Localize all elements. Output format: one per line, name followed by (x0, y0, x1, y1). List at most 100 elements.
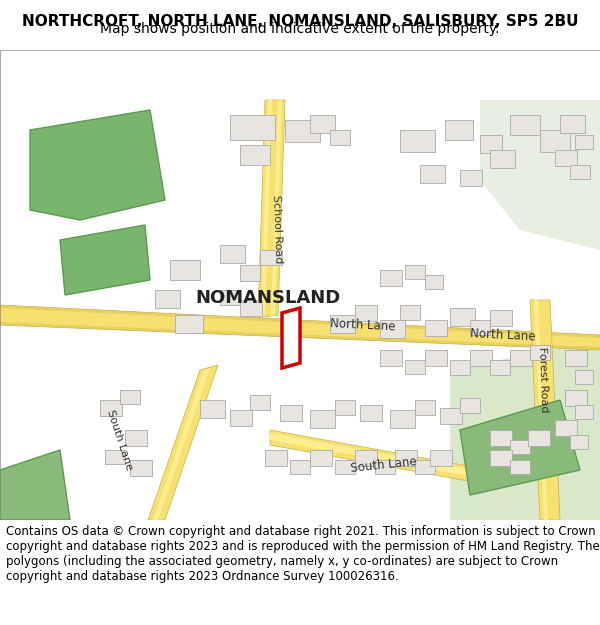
Bar (250, 395, 270, 410)
Bar (470, 350, 492, 366)
Bar (450, 360, 470, 375)
Text: NOMANSLAND: NOMANSLAND (195, 289, 340, 307)
Bar (130, 460, 152, 476)
Text: Forest Road: Forest Road (537, 347, 549, 413)
Polygon shape (270, 430, 490, 485)
Bar (490, 150, 515, 168)
Polygon shape (270, 433, 490, 480)
Bar (570, 435, 588, 449)
Polygon shape (261, 100, 272, 318)
Bar (380, 350, 402, 366)
Bar (460, 398, 480, 413)
Polygon shape (460, 400, 580, 495)
Bar (285, 120, 320, 142)
Text: South Lane: South Lane (350, 455, 418, 475)
Bar (440, 408, 462, 424)
Bar (490, 310, 512, 326)
Text: Map shows position and indicative extent of the property.: Map shows position and indicative extent… (100, 22, 500, 36)
Bar (430, 450, 452, 466)
Bar (310, 450, 332, 466)
Bar (290, 460, 310, 474)
Bar (380, 320, 405, 338)
Bar (420, 165, 445, 183)
Bar (400, 130, 435, 152)
Bar (405, 265, 425, 279)
Bar (510, 460, 530, 474)
Polygon shape (271, 100, 282, 318)
Bar (528, 430, 550, 446)
Bar (540, 130, 570, 152)
Bar (120, 390, 140, 404)
Bar (240, 145, 270, 165)
Bar (415, 400, 435, 415)
Bar (400, 305, 420, 320)
Bar (425, 275, 443, 289)
Bar (380, 270, 402, 286)
Bar (490, 450, 512, 466)
Bar (510, 350, 532, 366)
Bar (310, 410, 335, 428)
Text: North Lane: North Lane (470, 327, 536, 343)
Bar (555, 150, 577, 166)
Bar (220, 290, 240, 305)
Bar (530, 345, 550, 360)
Bar (220, 245, 245, 263)
Text: North Lane: North Lane (330, 317, 396, 333)
Polygon shape (282, 308, 300, 368)
Bar (335, 400, 355, 415)
Bar (510, 440, 530, 454)
Bar (200, 400, 225, 418)
Bar (280, 405, 302, 421)
Polygon shape (530, 300, 560, 520)
Bar (230, 115, 275, 140)
Bar (240, 300, 262, 316)
Bar (560, 115, 585, 133)
Bar (425, 320, 447, 336)
Polygon shape (534, 300, 548, 520)
Polygon shape (0, 308, 600, 347)
Bar (470, 320, 490, 335)
Bar (105, 450, 125, 464)
Polygon shape (450, 340, 600, 520)
Bar (355, 305, 377, 321)
Bar (375, 460, 395, 474)
Polygon shape (0, 305, 600, 350)
Polygon shape (0, 450, 70, 520)
Bar (460, 170, 482, 186)
Bar (395, 450, 417, 466)
Polygon shape (480, 100, 600, 250)
Bar (445, 120, 473, 140)
Text: South Lane: South Lane (105, 408, 134, 472)
Bar (330, 130, 350, 145)
Polygon shape (153, 368, 210, 520)
Polygon shape (258, 100, 285, 318)
Bar (575, 405, 593, 419)
Bar (405, 360, 425, 374)
Polygon shape (30, 110, 165, 220)
Bar (355, 450, 377, 466)
Bar (510, 115, 540, 135)
Bar (565, 390, 587, 406)
Bar (335, 460, 355, 474)
Bar (570, 165, 590, 179)
Bar (100, 400, 122, 416)
Text: NORTHCROFT, NORTH LANE, NOMANSLAND, SALISBURY, SP5 2BU: NORTHCROFT, NORTH LANE, NOMANSLAND, SALI… (22, 14, 578, 29)
Bar (575, 135, 593, 149)
Bar (415, 460, 435, 474)
Bar (490, 360, 510, 375)
Text: Contains OS data © Crown copyright and database right 2021. This information is : Contains OS data © Crown copyright and d… (6, 525, 600, 583)
Bar (155, 290, 180, 308)
Bar (175, 315, 203, 333)
Bar (565, 350, 587, 366)
Bar (170, 260, 200, 280)
Bar (390, 410, 415, 428)
Bar (360, 405, 382, 421)
Bar (555, 420, 577, 436)
Bar (230, 410, 252, 426)
Bar (330, 315, 355, 333)
Polygon shape (60, 225, 150, 295)
Bar (125, 430, 147, 446)
Polygon shape (148, 365, 218, 520)
Bar (490, 430, 512, 446)
Bar (310, 115, 335, 133)
